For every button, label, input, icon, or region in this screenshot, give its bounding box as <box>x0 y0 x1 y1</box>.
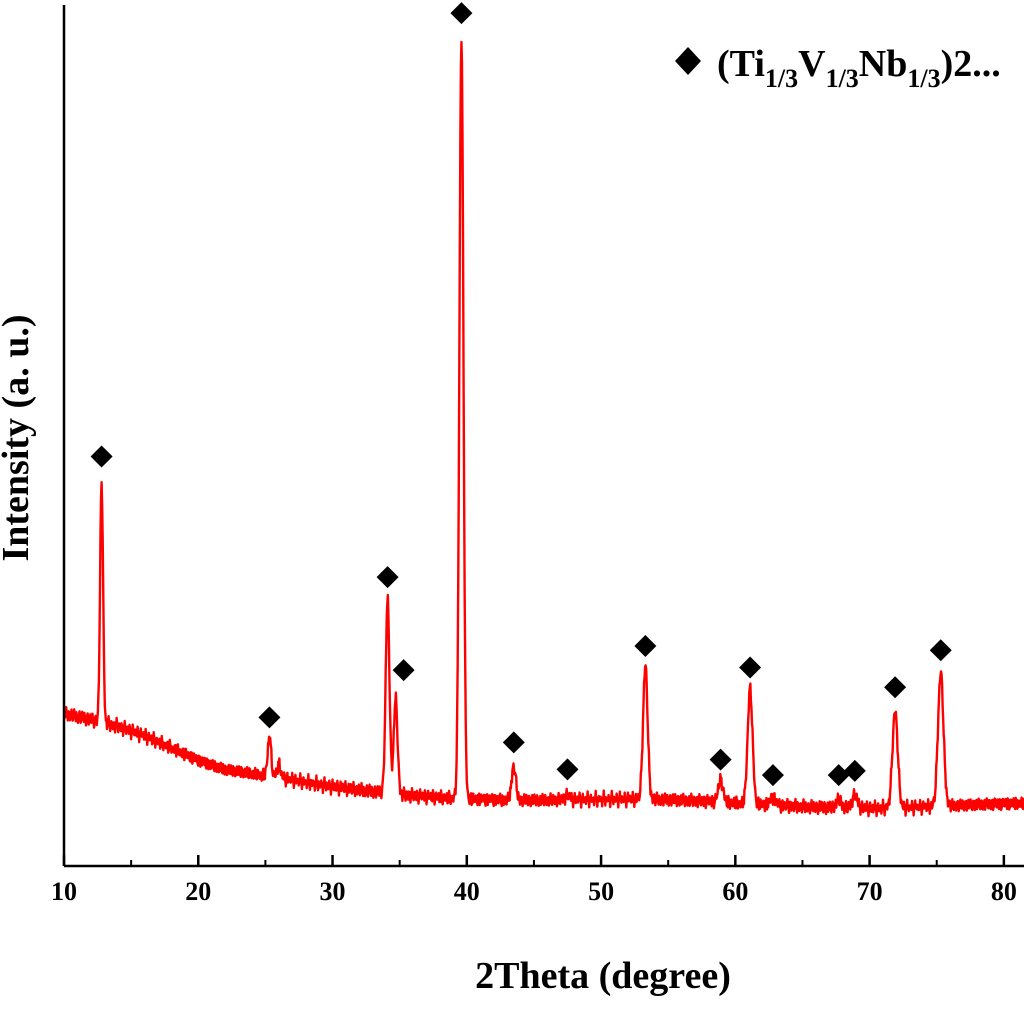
legend-sub-2: 1/3 <box>826 64 859 93</box>
x-tick-label-20: 20 <box>185 877 211 906</box>
x-tick-label-50: 50 <box>588 877 614 906</box>
peak-diamond-icon <box>90 445 113 468</box>
legend-diamond-icon <box>675 47 701 75</box>
series-layer <box>62 40 1024 818</box>
peak-diamond-icon <box>376 566 399 589</box>
x-ticks: 10 20 30 40 50 60 70 80 <box>51 855 1017 906</box>
x-axis-label: 2Theta (degree) <box>475 955 731 997</box>
peak-diamond-icon <box>634 634 657 657</box>
legend-sub-3: 1/3 <box>907 64 940 93</box>
x-tick-label-80: 80 <box>991 877 1017 906</box>
axes <box>62 5 1024 868</box>
peak-diamond-icon <box>556 758 579 781</box>
peak-diamond-icon <box>929 639 952 662</box>
legend-label: (Ti1/3V1/3Nb1/3)2... <box>717 43 1001 93</box>
peak-diamond-icon <box>502 731 525 754</box>
legend-mid-1: V <box>798 43 826 85</box>
legend-sub-1: 1/3 <box>765 64 798 93</box>
y-axis-label: Intensity (a. u.) <box>0 314 37 561</box>
xrd-pattern-line <box>62 40 1024 818</box>
peak-diamond-icon <box>843 759 866 782</box>
peak-diamond-icon <box>739 656 762 679</box>
x-tick-label-40: 40 <box>454 877 480 906</box>
legend-prefix: (Ti <box>717 43 765 85</box>
legend-suffix: )2... <box>941 43 1001 85</box>
peak-diamond-icon <box>258 706 281 729</box>
peak-markers <box>90 2 952 787</box>
legend-mid-2: Nb <box>859 43 908 85</box>
peak-diamond-icon <box>884 676 907 699</box>
x-tick-label-70: 70 <box>857 877 883 906</box>
x-tick-label-10: 10 <box>51 877 77 906</box>
legend: (Ti1/3V1/3Nb1/3)2... <box>675 43 1001 93</box>
peak-diamond-icon <box>392 659 415 682</box>
x-tick-label-60: 60 <box>722 877 748 906</box>
x-tick-label-30: 30 <box>320 877 346 906</box>
peak-diamond-icon <box>450 2 473 25</box>
peak-diamond-icon <box>761 764 784 787</box>
peak-diamond-icon <box>709 748 732 771</box>
peak-diamond-icon <box>827 764 850 787</box>
